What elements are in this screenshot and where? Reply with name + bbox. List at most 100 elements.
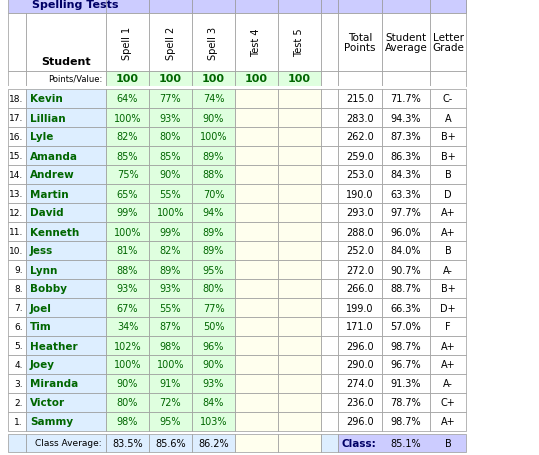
Bar [192, 355, 235, 374]
Bar [192, 434, 235, 452]
Bar [149, 298, 192, 317]
Bar [382, 298, 430, 317]
Bar [382, 147, 430, 166]
Bar [278, 0, 321, 14]
Bar [321, 185, 338, 203]
Text: 15.: 15. [9, 152, 23, 161]
Text: Lynn: Lynn [30, 265, 57, 275]
Bar [235, 355, 278, 374]
Text: 100%: 100% [114, 360, 141, 369]
Bar [106, 166, 149, 185]
Text: 100%: 100% [200, 132, 227, 142]
Bar [430, 222, 466, 242]
Text: Spelling Tests: Spelling Tests [32, 0, 119, 10]
Bar [235, 109, 278, 128]
Bar [149, 355, 192, 374]
Bar [8, 412, 26, 431]
Bar [382, 374, 430, 393]
Text: 18.: 18. [9, 95, 23, 104]
Bar [338, 166, 382, 185]
Bar [106, 185, 149, 203]
Bar [106, 260, 149, 279]
Bar [321, 279, 338, 298]
Bar [192, 242, 235, 260]
Bar [149, 279, 192, 298]
Text: Lyle: Lyle [30, 132, 53, 142]
Bar [278, 317, 321, 336]
Text: 85%: 85% [117, 151, 138, 161]
Bar [8, 317, 26, 336]
Bar [382, 166, 430, 185]
Bar [338, 90, 382, 109]
Bar [8, 279, 26, 298]
Text: Lillian: Lillian [30, 113, 66, 123]
Text: 6.: 6. [15, 322, 23, 331]
Bar [106, 242, 149, 260]
Text: Tim: Tim [30, 322, 52, 332]
Text: 283.0: 283.0 [346, 113, 374, 123]
Text: 66.3%: 66.3% [391, 303, 421, 313]
Bar [430, 185, 466, 203]
Bar [149, 374, 192, 393]
Bar [278, 203, 321, 222]
Bar [321, 72, 338, 87]
Bar [106, 336, 149, 355]
Text: 100%: 100% [114, 113, 141, 123]
Bar [106, 298, 149, 317]
Text: 55%: 55% [160, 303, 181, 313]
Text: 97.7%: 97.7% [391, 208, 421, 218]
Text: B+: B+ [440, 151, 455, 161]
Text: 89%: 89% [203, 227, 224, 237]
Bar [26, 279, 106, 298]
Bar [192, 109, 235, 128]
Text: A-: A- [443, 265, 453, 275]
Bar [8, 355, 26, 374]
Text: Sammy: Sammy [30, 417, 73, 427]
Bar [106, 203, 149, 222]
Text: Test 4: Test 4 [252, 29, 261, 57]
Text: 98%: 98% [117, 417, 138, 427]
Bar [106, 109, 149, 128]
Bar [26, 203, 106, 222]
Text: Joey: Joey [30, 360, 55, 369]
Bar [8, 298, 26, 317]
Text: Spell 2: Spell 2 [165, 26, 176, 60]
Bar [338, 298, 382, 317]
Text: 90%: 90% [160, 170, 181, 180]
Bar [430, 412, 466, 431]
Text: 17.: 17. [9, 114, 23, 123]
Bar [26, 393, 106, 412]
Text: A+: A+ [441, 227, 455, 237]
Text: 86.2%: 86.2% [198, 438, 229, 448]
Bar [106, 279, 149, 298]
Bar [321, 393, 338, 412]
Text: B: B [445, 170, 451, 180]
Bar [278, 260, 321, 279]
Bar [235, 90, 278, 109]
Bar [235, 72, 278, 87]
Text: 252.0: 252.0 [346, 246, 374, 256]
Bar [382, 355, 430, 374]
Text: Miranda: Miranda [30, 379, 78, 389]
Bar [192, 412, 235, 431]
Text: 94%: 94% [203, 208, 224, 218]
Text: 34%: 34% [117, 322, 138, 332]
Bar [235, 128, 278, 147]
Text: 2.: 2. [15, 398, 23, 407]
Text: 1.: 1. [15, 417, 23, 426]
Bar [8, 434, 26, 452]
Bar [430, 109, 466, 128]
Bar [338, 336, 382, 355]
Text: 71.7%: 71.7% [391, 94, 421, 104]
Text: 8.: 8. [15, 284, 23, 293]
Text: Grade: Grade [432, 43, 464, 53]
Text: 290.0: 290.0 [346, 360, 374, 369]
Text: Martin: Martin [30, 189, 68, 199]
Bar [192, 393, 235, 412]
Text: 55%: 55% [160, 189, 181, 199]
Text: 78.7%: 78.7% [391, 398, 421, 408]
Bar [8, 393, 26, 412]
Text: 87%: 87% [160, 322, 181, 332]
Bar [26, 374, 106, 393]
Text: 9.: 9. [15, 265, 23, 274]
